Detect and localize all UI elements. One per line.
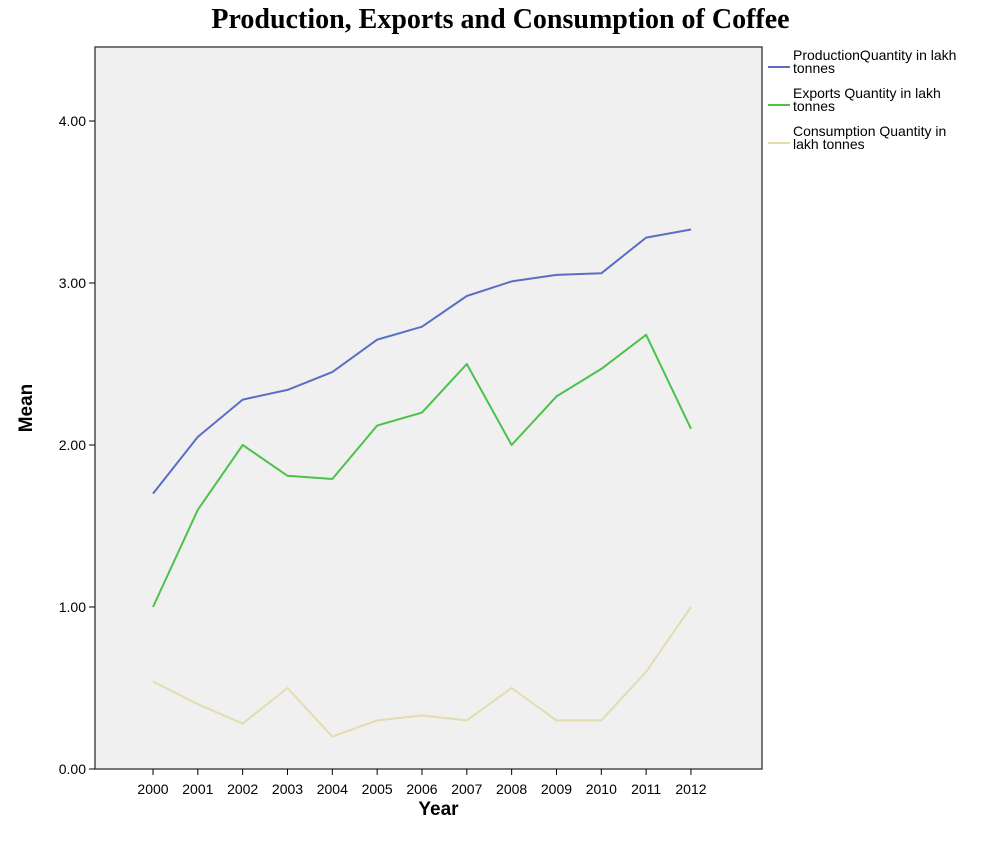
legend-label: tonnes (793, 98, 835, 114)
x-tick-label: 2012 (675, 781, 706, 797)
x-axis-title: Year (418, 799, 459, 820)
y-tick-label: 4.00 (59, 113, 86, 129)
y-axis-title: Mean (16, 384, 37, 433)
x-tick-label: 2006 (406, 781, 437, 797)
chart-title: Production, Exports and Consumption of C… (211, 4, 790, 35)
x-tick-label: 2002 (227, 781, 258, 797)
series-line-0 (152, 228, 692, 495)
legend-label: tonnes (793, 60, 835, 76)
x-tick-label: 2010 (586, 781, 617, 797)
series-layer (152, 228, 692, 738)
x-tick-label: 2011 (631, 781, 661, 797)
plot-background (94, 46, 763, 770)
y-tick-label: 3.00 (59, 275, 86, 291)
x-tick-label: 2005 (362, 781, 393, 797)
legend-label: ProductionQuantity in lakh (793, 47, 956, 63)
legend-label: lakh tonnes (793, 136, 865, 152)
x-tick-label: 2000 (137, 781, 168, 797)
y-tick-label: 2.00 (59, 437, 86, 453)
axes-layer: 0.00 1.00 2.00 3.00 4.00 2000 2001 2002 2003 2004… (16, 113, 707, 820)
x-tick-label: 2003 (272, 781, 303, 797)
x-tick-label: 2007 (451, 781, 482, 797)
series-line-1 (152, 333, 692, 608)
y-tick-label: 0.00 (59, 761, 86, 777)
x-tick-label: 2001 (182, 781, 213, 797)
y-tick-label: 1.00 (59, 599, 86, 615)
x-tick-label: 2004 (317, 781, 348, 797)
legend-label: Exports Quantity in lakh (793, 85, 941, 101)
x-tick-label: 2009 (541, 781, 572, 797)
x-tick-label: 2008 (496, 781, 527, 797)
legend: ProductionQuantity in lakhtonnesExports … (768, 47, 956, 152)
legend-label: Consumption Quantity in (793, 123, 946, 139)
